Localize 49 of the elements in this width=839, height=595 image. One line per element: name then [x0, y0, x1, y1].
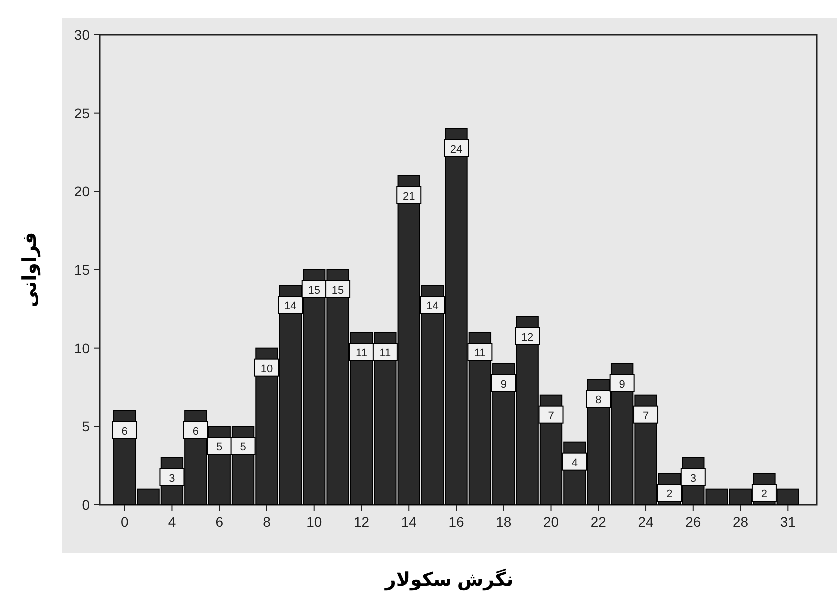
- x-tick-label: 28: [732, 514, 749, 530]
- x-tick-label: 6: [216, 514, 224, 530]
- y-tick-label: 20: [74, 184, 90, 200]
- data-label: 6: [192, 426, 199, 438]
- data-label: 12: [521, 332, 534, 344]
- data-label: 4: [572, 457, 578, 470]
- data-label: 11: [474, 348, 486, 360]
- data-label: 14: [426, 300, 439, 313]
- x-tick-label: 10: [306, 514, 322, 530]
- x-tick-label: 0: [120, 514, 129, 530]
- x-tick-label: 12: [354, 514, 370, 530]
- data-label: 14: [284, 300, 297, 313]
- data-label: 6: [122, 426, 128, 438]
- data-label: 11: [356, 348, 368, 360]
- data-label: 2: [666, 488, 673, 501]
- y-tick-label: 5: [82, 418, 90, 435]
- x-axis-title: نگرش سکولار: [384, 568, 514, 591]
- x-tick-label: 4: [168, 514, 176, 530]
- data-label: 3: [169, 473, 176, 485]
- data-label: 15: [308, 285, 320, 297]
- x-tick-label: 22: [590, 514, 607, 530]
- x-tick-label: 31: [780, 514, 796, 530]
- x-tick-label: 24: [638, 514, 654, 530]
- x-tick-label: 14: [401, 514, 418, 530]
- x-tick-label: 20: [543, 514, 560, 530]
- data-label: 24: [450, 144, 463, 156]
- y-tick-label: 10: [74, 340, 90, 356]
- data-label: 3: [690, 473, 696, 485]
- data-label: 7: [548, 410, 554, 422]
- data-label: 8: [596, 394, 602, 407]
- data-label: 2: [761, 488, 768, 501]
- y-tick-label: 30: [74, 27, 90, 43]
- x-tick-label: 16: [448, 514, 464, 530]
- data-label: 11: [380, 348, 392, 360]
- y-axis-title: فراوانی: [20, 232, 41, 308]
- x-tick-label: 26: [686, 514, 702, 530]
- y-tick-label: 25: [74, 105, 90, 122]
- x-tick-label: 18: [496, 514, 512, 530]
- y-tick-label: 0: [82, 497, 90, 513]
- data-label: 7: [642, 410, 650, 422]
- data-label: 5: [240, 442, 246, 454]
- data-label: 9: [619, 379, 626, 391]
- data-label: 15: [332, 285, 344, 297]
- y-tick-label: 15: [74, 262, 90, 278]
- data-label: 21: [402, 191, 416, 203]
- data-label: 10: [260, 363, 274, 376]
- x-tick-label: 8: [263, 514, 272, 530]
- data-label: 5: [216, 442, 223, 454]
- data-label: 9: [500, 379, 507, 391]
